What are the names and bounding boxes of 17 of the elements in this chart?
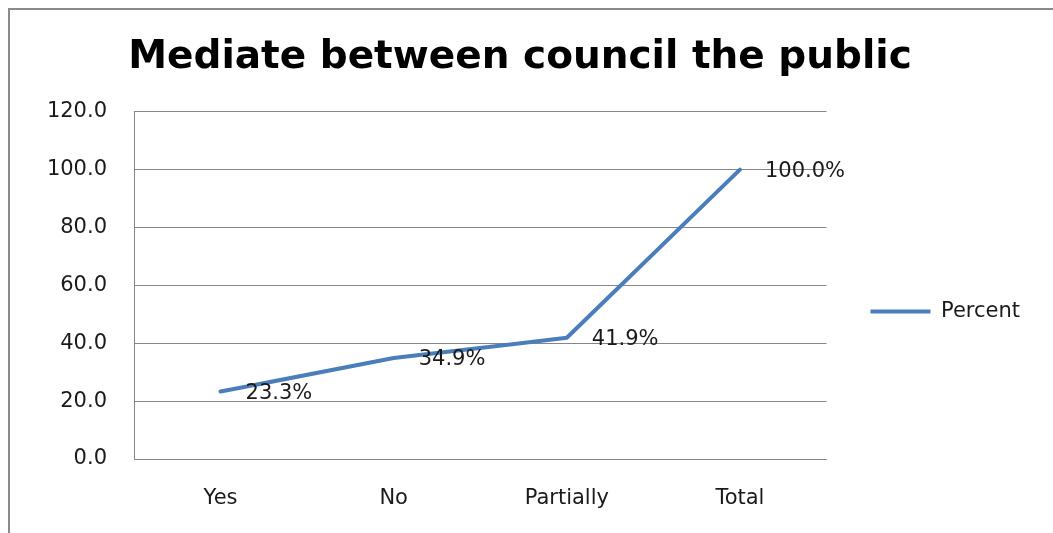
x-tick-label: No bbox=[379, 485, 408, 510]
legend-label: Percent bbox=[940, 297, 1021, 322]
y-tick-label: 60.0 bbox=[60, 271, 107, 296]
y-tick-label: 100.0 bbox=[46, 156, 107, 181]
chart-title: Mediate between council the public bbox=[128, 31, 912, 77]
y-tick-label: 0.0 bbox=[73, 445, 107, 470]
data-label: 100.0% bbox=[764, 158, 845, 183]
x-tick-label: Partially bbox=[524, 485, 609, 510]
data-label: 34.9% bbox=[418, 346, 486, 371]
x-tick-label: Total bbox=[714, 485, 765, 510]
x-tick-label: Yes bbox=[202, 485, 238, 510]
y-tick-label: 20.0 bbox=[60, 387, 107, 412]
data-label: 23.3% bbox=[245, 380, 313, 405]
y-tick-label: 120.0 bbox=[46, 98, 107, 123]
data-label: 41.9% bbox=[591, 326, 659, 351]
y-tick-label: 40.0 bbox=[60, 329, 107, 354]
y-tick-label: 80.0 bbox=[60, 213, 107, 238]
